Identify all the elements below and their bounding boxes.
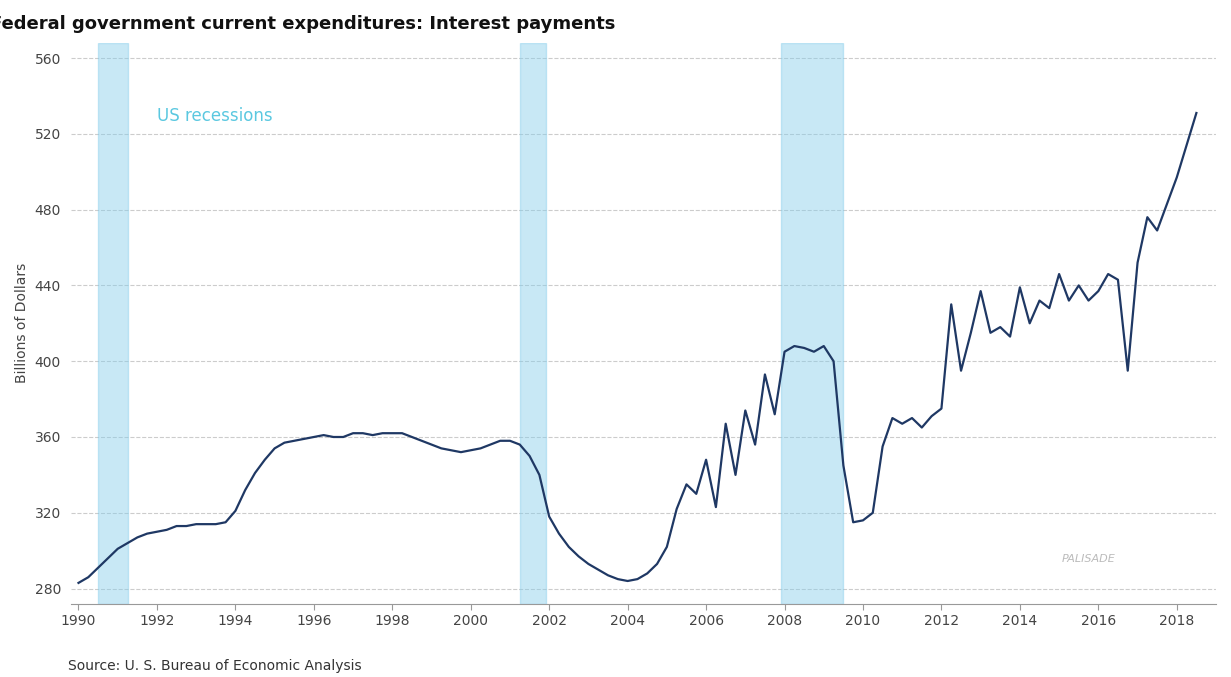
Text: US recessions: US recessions [156, 106, 272, 125]
Text: Federal government current expenditures: Interest payments: Federal government current expenditures:… [0, 15, 616, 33]
Bar [519, 43, 547, 604]
Y-axis label: Billions of Dollars: Billions of Dollars [15, 263, 30, 383]
Bar [782, 43, 843, 604]
Text: Source: U. S. Bureau of Economic Analysis: Source: U. S. Bureau of Economic Analysi… [68, 659, 362, 673]
Text: PALISADE: PALISADE [1061, 554, 1115, 565]
Bar [98, 43, 128, 604]
